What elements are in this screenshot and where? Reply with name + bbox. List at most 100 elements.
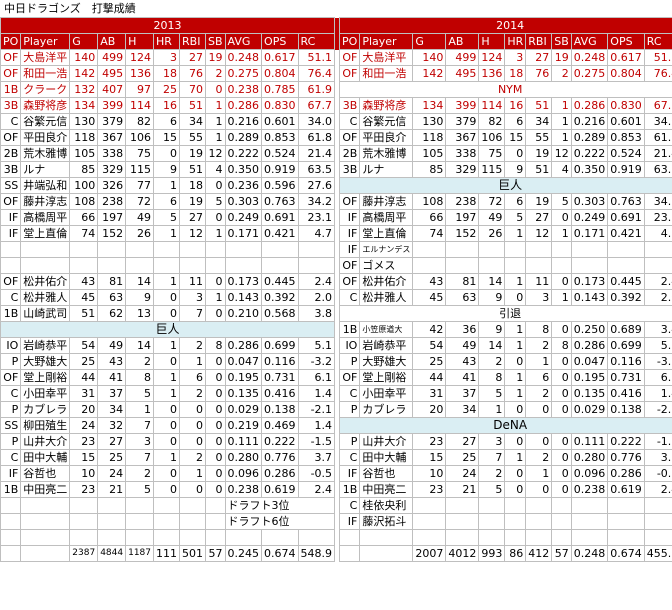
right-cell-hr: 1 (504, 225, 527, 242)
left-cell-rc: 23.1 (297, 209, 336, 226)
right-cell-player: 大野雄大 (359, 353, 414, 370)
right-cell-po: OF (339, 369, 361, 386)
left-cell-h: 49 (125, 209, 155, 226)
table-row: OF 大島洋平 140 499 124 3 27 19 0.248 0.617 51.1 OF 大島洋平… (0, 49, 672, 66)
left-cell-rbi: 1 (179, 353, 207, 370)
left-cell-po: P (0, 353, 22, 370)
left-cell-sb: 0 (205, 417, 226, 434)
left-cell-avg: 0.238 (224, 81, 263, 98)
left-cell-hr: 0 (153, 433, 181, 450)
left-empty-cell (224, 241, 263, 258)
page-title: 中日ドラゴンズ 打撃成績 (4, 2, 136, 15)
left-empty-cell (69, 513, 99, 530)
right-cell-ab (445, 241, 480, 258)
right-cell-rbi: 2 (525, 449, 553, 466)
right-cell-ops: 0.392 (607, 289, 645, 306)
right-cell-player: ルナ (359, 161, 414, 178)
right-cell-hr: 3 (504, 49, 527, 66)
right-team-band: 巨人 (339, 177, 672, 194)
right-cell-player: 堂上直倫 (359, 225, 414, 242)
left-empty-cell (205, 513, 226, 530)
left-empty-cell (153, 257, 181, 274)
right-cell-rbi (525, 241, 553, 258)
right-cell-sb: 0 (551, 401, 572, 418)
left-cell-sb: 0 (205, 401, 226, 418)
right-cell-rc: 6.1 (643, 369, 672, 386)
left-cell-h: 1 (125, 401, 155, 418)
right-cell-rbi: 27 (525, 209, 553, 226)
right-cell-rc: 2.4 (643, 273, 672, 290)
left-cell-ops: 0.116 (261, 353, 299, 370)
left-cell-ab: 25 (97, 449, 127, 466)
left-cell-player: 柳田殖生 (20, 417, 71, 434)
table-row: 1B 山崎武司 51 62 13 0 7 0 0.210 0.568 3.8 引退 (0, 305, 672, 322)
right-cell-avg (570, 257, 609, 274)
right-cell-po: 2B (339, 145, 361, 162)
right-cell-ab: 338 (445, 145, 480, 162)
right-header-rbi: RBI (525, 33, 553, 50)
left-empty-cell (205, 257, 226, 274)
left-cell-ops: 0.416 (261, 385, 299, 402)
left-cell-ab: 399 (97, 97, 127, 114)
right-cell-h: 49 (478, 209, 506, 226)
left-cell-h: 2 (125, 465, 155, 482)
left-cell-hr: 0 (153, 305, 181, 322)
table-row: IF エルナンデス (0, 241, 672, 258)
right-cell-po: 3B (339, 97, 361, 114)
left-empty-cell (261, 529, 299, 546)
right-header-g: G (412, 33, 447, 50)
left-cell-po: IO (0, 337, 22, 354)
left-cell-avg: 0.111 (224, 433, 263, 450)
left-cell-rbi: 7 (179, 305, 207, 322)
table-row: ドラフト3位 C 桂依央利 (0, 497, 672, 514)
left-cell-sb: 8 (205, 337, 226, 354)
right-cell-ab (445, 497, 480, 514)
right-cell-ops: 0.601 (607, 113, 645, 130)
right-cell-ops: 0.776 (607, 449, 645, 466)
left-cell-hr: 0 (153, 401, 181, 418)
right-cell-avg: 0.096 (570, 465, 609, 482)
right-cell-g: 25 (412, 353, 447, 370)
left-empty-cell (153, 497, 181, 514)
left-team-band: 巨人 (0, 321, 336, 338)
right-cell-rc (643, 241, 672, 258)
left-cell-player: 堂上剛裕 (20, 369, 71, 386)
left-empty-cell (69, 241, 99, 258)
right-cell-sb: 1 (551, 289, 572, 306)
right-empty-cell (339, 529, 361, 546)
table-row: P 山井大介 23 27 3 0 0 0 0.111 0.222 -1.5 P 山井大介 23 27 3 0 0 0… (0, 433, 672, 450)
right-cell-avg: 0.303 (570, 193, 609, 210)
right-cell-g: 85 (412, 161, 447, 178)
left-cell-sb: 0 (205, 353, 226, 370)
right-cell-po: C (339, 289, 361, 306)
right-cell-ops (607, 497, 645, 514)
right-cell-player: 荒木雅博 (359, 145, 414, 162)
right-cell-po: OF (339, 65, 361, 82)
left-cell-g: 142 (69, 65, 99, 82)
right-cell-player: 平田良介 (359, 129, 414, 146)
left-cell-rbi: 2 (179, 385, 207, 402)
right-cell-hr: 0 (504, 433, 527, 450)
left-cell-hr: 1 (153, 337, 181, 354)
right-cell-h: 75 (478, 145, 506, 162)
table-row: OF 和田一浩 142 495 136 18 76 2 0.275 0.804 76.4 OF 和田一浩… (0, 65, 672, 82)
right-cell-hr: 0 (504, 353, 527, 370)
right-cell-g (412, 497, 447, 514)
right-total-ops: 0.674 (607, 545, 645, 562)
right-cell-h: 8 (478, 369, 506, 386)
left-cell-rbi: 19 (179, 193, 207, 210)
left-cell-h: 5 (125, 481, 155, 498)
left-cell-player: 谷哲也 (20, 465, 71, 482)
right-cell-g: 54 (412, 337, 447, 354)
right-cell-hr: 0 (504, 289, 527, 306)
left-cell-sb: 0 (205, 81, 226, 98)
left-cell-avg: 0.195 (224, 369, 263, 386)
left-cell-ab: 34 (97, 401, 127, 418)
left-cell-g: 25 (69, 353, 99, 370)
left-cell-hr: 15 (153, 129, 181, 146)
left-cell-g: 44 (69, 369, 99, 386)
right-cell-h: 124 (478, 49, 506, 66)
right-cell-avg: 0.047 (570, 353, 609, 370)
left-cell-ops: 0.763 (261, 193, 299, 210)
left-cell-hr: 18 (153, 65, 181, 82)
